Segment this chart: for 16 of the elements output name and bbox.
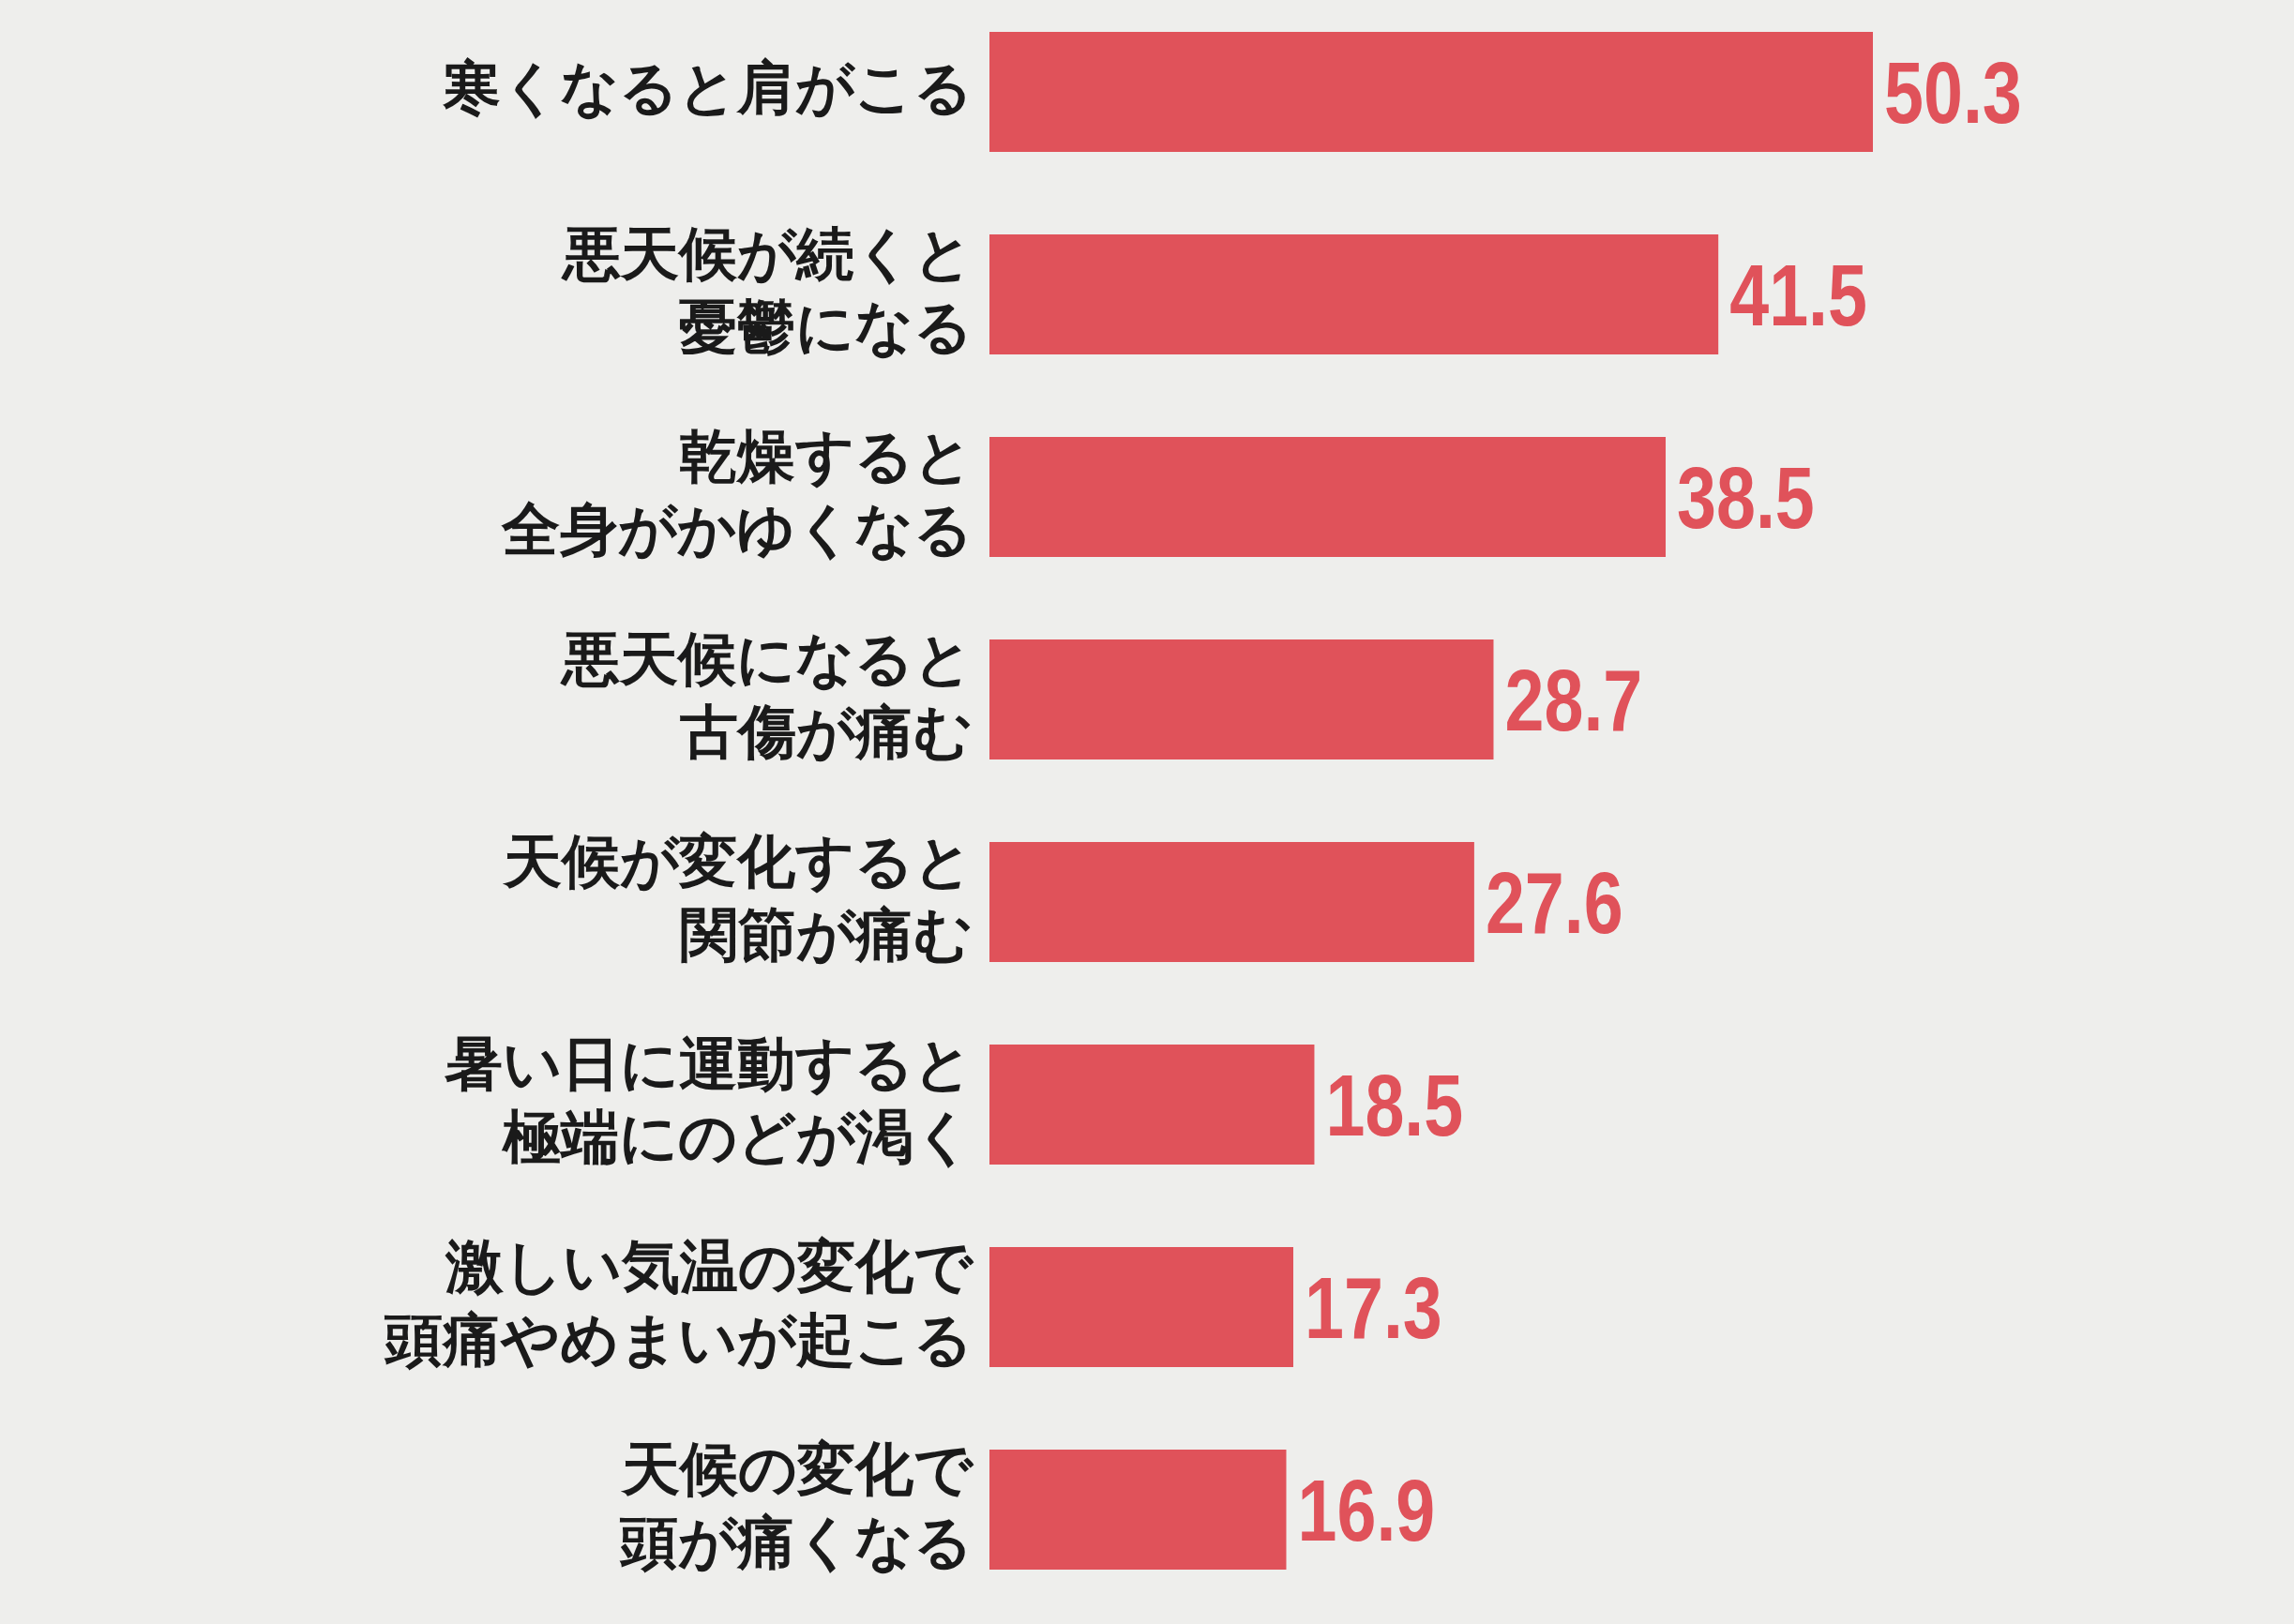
data-label: 41.5: [1729, 247, 1867, 344]
y-tick-label: 天候が変化すると関節が痛む: [502, 826, 973, 971]
data-label: 50.3: [1884, 44, 2022, 142]
data-label: 18.5: [1325, 1057, 1464, 1154]
data-label: 17.3: [1304, 1259, 1442, 1357]
y-tick-label: 暑い日に運動すると極端にのどが渇く: [444, 1029, 973, 1174]
data-label: 16.9: [1297, 1462, 1436, 1559]
y-tick-label: 激しい気温の変化で頭痛やめまいが起こる: [384, 1231, 975, 1376]
y-tick-label: 乾燥すると全身がかゆくなる: [500, 421, 973, 566]
y-tick-label: 寒くなると肩がこる: [442, 53, 973, 125]
y-tick-label: 悪天候になると古傷が痛む: [559, 624, 973, 769]
data-label: 27.6: [1485, 854, 1623, 952]
y-tick-label: 悪天候が続くと憂鬱になる: [560, 218, 973, 364]
y-tick-label: 天候の変化で頭が痛くなる: [619, 1434, 975, 1579]
data-label: 28.7: [1504, 652, 1643, 749]
data-label: 38.5: [1677, 449, 1815, 547]
